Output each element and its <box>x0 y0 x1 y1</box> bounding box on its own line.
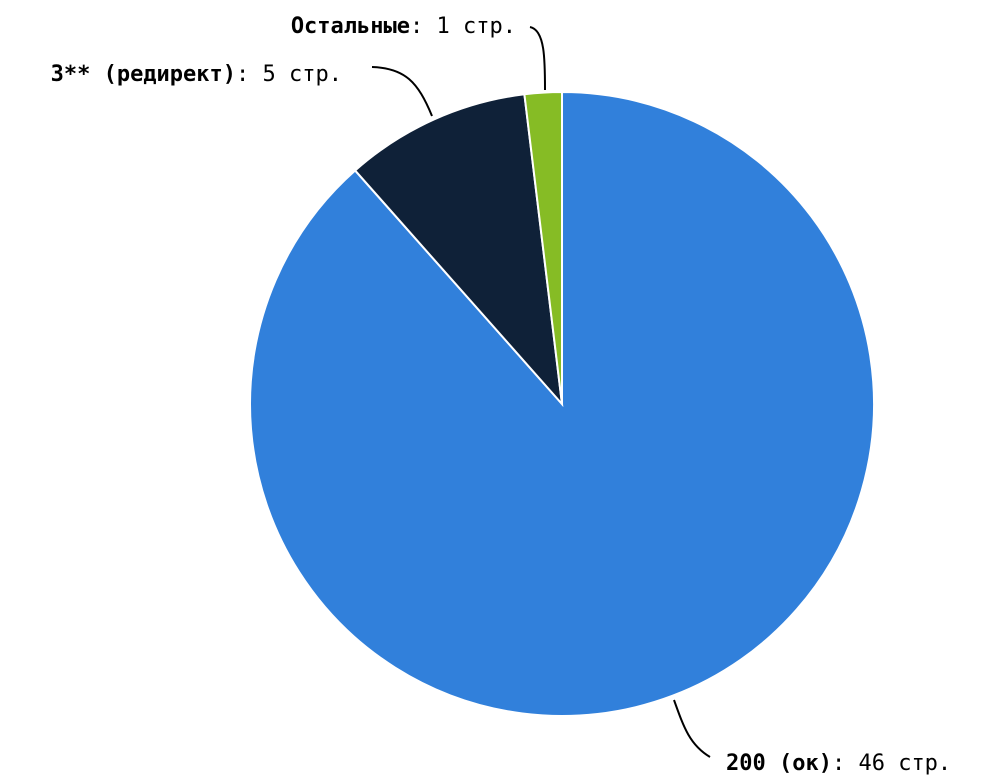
leader-line-1 <box>371 66 433 117</box>
leader-line-2 <box>529 26 546 91</box>
slice-label-name: Остальные <box>291 14 410 39</box>
slice-label-value: : 5 стр. <box>236 62 342 87</box>
slice-label-1: 3** (редирект): 5 стр. <box>51 62 342 87</box>
slice-label-value: : 1 стр. <box>410 14 516 39</box>
leader-lines <box>371 26 711 758</box>
pie-slice-2 <box>523 90 563 405</box>
slice-label-name: 3** (редирект) <box>51 62 236 87</box>
pie-slices <box>248 90 875 717</box>
slice-labels: 200 (ок): 46 стр. 3** (редирект): 5 стр. О… <box>51 14 952 776</box>
slice-label-name: 200 (ок) <box>726 751 832 776</box>
pie-slice-1 <box>353 93 564 408</box>
slice-label-value: : 46 стр. <box>832 751 951 776</box>
leader-line-0 <box>673 699 711 758</box>
slice-label-2: Остальные: 1 стр. <box>291 14 516 39</box>
slice-label-0: 200 (ок): 46 стр. <box>726 751 951 776</box>
